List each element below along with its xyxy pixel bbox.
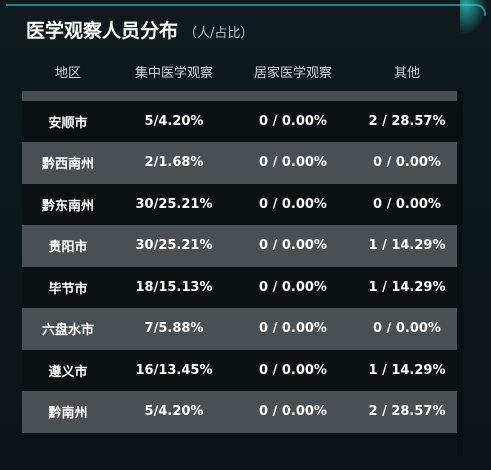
cell-home: 0 / 0.00% — [259, 279, 327, 295]
cell-centralized: 7/5.88% — [144, 321, 204, 337]
cell-other: 0 / 0.00% — [373, 155, 441, 171]
cell-home: 0 / 0.00% — [259, 404, 327, 420]
cell-region: 六盘水市 — [41, 323, 94, 339]
cell-centralized: 5/4.20% — [144, 113, 204, 129]
cell-region: 黔西南州 — [41, 157, 94, 173]
distribution-table: 地区 集中医学观察 居家医学观察 其他 黔西南州6/5.04%0 / 0.00%… — [22, 56, 462, 461]
cell-other: 2 / 28.57% — [368, 113, 446, 129]
panel-title-text: 医学观察人员分布 — [26, 20, 179, 42]
cell-centralized: 30/25.21% — [135, 238, 213, 254]
cell-home: 0 / 0.00% — [259, 321, 327, 337]
table-row[interactable]: 安顺市 5/4.20% 0 / 0.00% 2 / 28.57% — [22, 100, 462, 142]
cell-centralized: 16/13.45% — [135, 362, 213, 378]
table-row[interactable]: 黔西南州 2/1.68% 0 / 0.00% 0 / 0.00% — [22, 142, 462, 184]
cell-home: 0 / 0.00% — [259, 155, 327, 171]
cell-other: 1 / 14.29% — [368, 279, 446, 295]
corner-glow — [460, 0, 490, 40]
table-row[interactable]: 遵义市 16/13.45% 0 / 0.00% 1 / 14.29% — [22, 349, 462, 391]
cell-region: 黔南州 — [48, 406, 88, 422]
panel-subtitle: （人/占比） — [184, 26, 254, 41]
cell-home: 0 / 0.00% — [259, 362, 327, 378]
table-row[interactable]: 六盘水市 7/5.88% 0 / 0.00% 0 / 0.00% — [22, 308, 462, 350]
cell-region: 遵义市 — [48, 364, 88, 380]
cell-home: 0 / 0.00% — [259, 238, 327, 254]
panel-border — [6, 4, 486, 16]
table-row[interactable]: 黔南州 5/4.20% 0 / 0.00% 2 / 28.57% — [22, 391, 462, 433]
cell-centralized: 18/15.13% — [135, 279, 213, 295]
cell-region: 毕节市 — [48, 281, 88, 297]
table-row[interactable]: 毕节市 18/15.13% 0 / 0.00% 1 / 14.29% — [22, 266, 462, 308]
table-row[interactable]: 黔东南州 30/25.21% 0 / 0.00% 0 / 0.00% — [22, 183, 462, 225]
table-body[interactable]: 黔西南州6/5.04%0 / 0.00%0 / 0.00% 安顺市 5/4.20% 0… — [22, 91, 462, 461]
cell-other: 1 / 14.29% — [368, 238, 446, 254]
cell-centralized: 5/4.20% — [144, 404, 204, 420]
table-header: 地区 集中医学观察 居家医学观察 其他 — [22, 56, 462, 86]
header-centralized[interactable]: 集中医学观察 — [134, 65, 213, 81]
cell-region: 贵阳市 — [48, 240, 88, 256]
cell-region: 安顺市 — [48, 115, 88, 131]
table-row[interactable]: 黔西南州6/5.04%0 / 0.00%0 / 0.00% — [22, 91, 462, 101]
panel-title: 医学观察人员分布 （人/占比） — [26, 16, 253, 43]
cell-centralized: 2/1.68% — [144, 155, 204, 171]
cell-centralized: 30/25.21% — [135, 196, 213, 212]
header-other[interactable]: 其他 — [393, 65, 420, 81]
cell-home: 0 / 0.00% — [259, 113, 327, 129]
cell-other: 0 / 0.00% — [373, 321, 441, 337]
table-row[interactable]: 贵阳市 30/25.21% 0 / 0.00% 1 / 14.29% — [22, 225, 462, 267]
cell-home: 0 / 0.00% — [259, 196, 327, 212]
cell-other: 2 / 28.57% — [368, 404, 446, 420]
cell-other: 0 / 0.00% — [373, 196, 441, 212]
cell-region: 黔东南州 — [41, 198, 94, 214]
header-home[interactable]: 居家医学观察 — [253, 65, 332, 81]
cell-other: 1 / 14.29% — [368, 362, 446, 378]
scrollbar[interactable] — [457, 91, 463, 456]
header-region[interactable]: 地区 — [54, 65, 81, 81]
